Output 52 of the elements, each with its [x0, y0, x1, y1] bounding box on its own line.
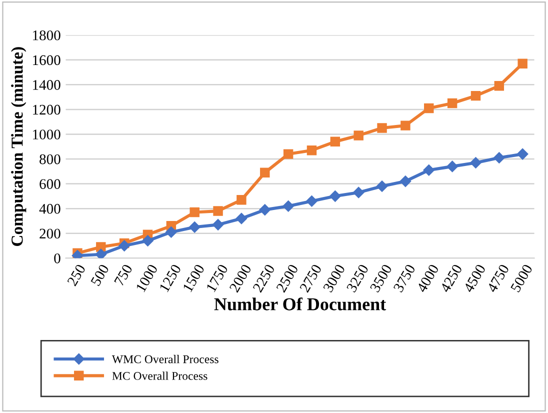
point: [400, 120, 410, 130]
point: [118, 240, 130, 252]
point: [470, 157, 482, 168]
y-tick-label: 1200: [33, 104, 60, 115]
point: [213, 206, 223, 216]
y-axis-title: Computation Time (minute): [11, 47, 26, 246]
point: [260, 168, 270, 178]
point: [400, 176, 412, 187]
point: [236, 212, 248, 224]
x-axis-title: Number Of Document: [214, 297, 386, 310]
point: [470, 90, 481, 101]
point: [423, 164, 434, 176]
legend-label: WMC Overall Process: [112, 354, 218, 364]
point: [494, 152, 505, 164]
point: [190, 207, 200, 218]
y-tick-label: 200: [40, 228, 60, 239]
x-tick-label: 750: [114, 264, 133, 286]
point: [376, 180, 388, 192]
point: [95, 248, 107, 258]
point: [516, 148, 528, 160]
point: [330, 136, 340, 147]
point: [96, 242, 106, 252]
y-tick-label: 1600: [33, 55, 60, 66]
point: [306, 196, 318, 207]
point: [330, 190, 341, 202]
point: [142, 235, 154, 246]
y-tick-label: 1800: [33, 30, 60, 40]
x-tick-label: 250: [66, 264, 86, 287]
y-tick-label: 400: [39, 204, 60, 214]
point: [447, 98, 458, 108]
point: [283, 149, 294, 159]
point: [377, 123, 387, 133]
y-tick-label: 1000: [33, 130, 60, 140]
point: [352, 186, 364, 198]
point: [424, 103, 434, 114]
y-tick-label: 800: [40, 154, 60, 164]
point: [354, 130, 364, 140]
y-tick-label: 600: [40, 179, 60, 189]
y-tick-label: 1400: [33, 80, 60, 90]
y-tick-label: 0: [54, 253, 60, 264]
x-tick-label: 500: [90, 264, 110, 286]
point: [306, 145, 317, 156]
point: [494, 81, 504, 91]
point: [236, 195, 246, 205]
point: [446, 160, 458, 172]
point: [518, 58, 528, 68]
point: [189, 222, 200, 233]
legend-label: MC Overall Process: [112, 372, 208, 380]
point: [282, 200, 294, 212]
point: [166, 226, 177, 238]
point: [212, 219, 224, 230]
point: [259, 204, 270, 216]
